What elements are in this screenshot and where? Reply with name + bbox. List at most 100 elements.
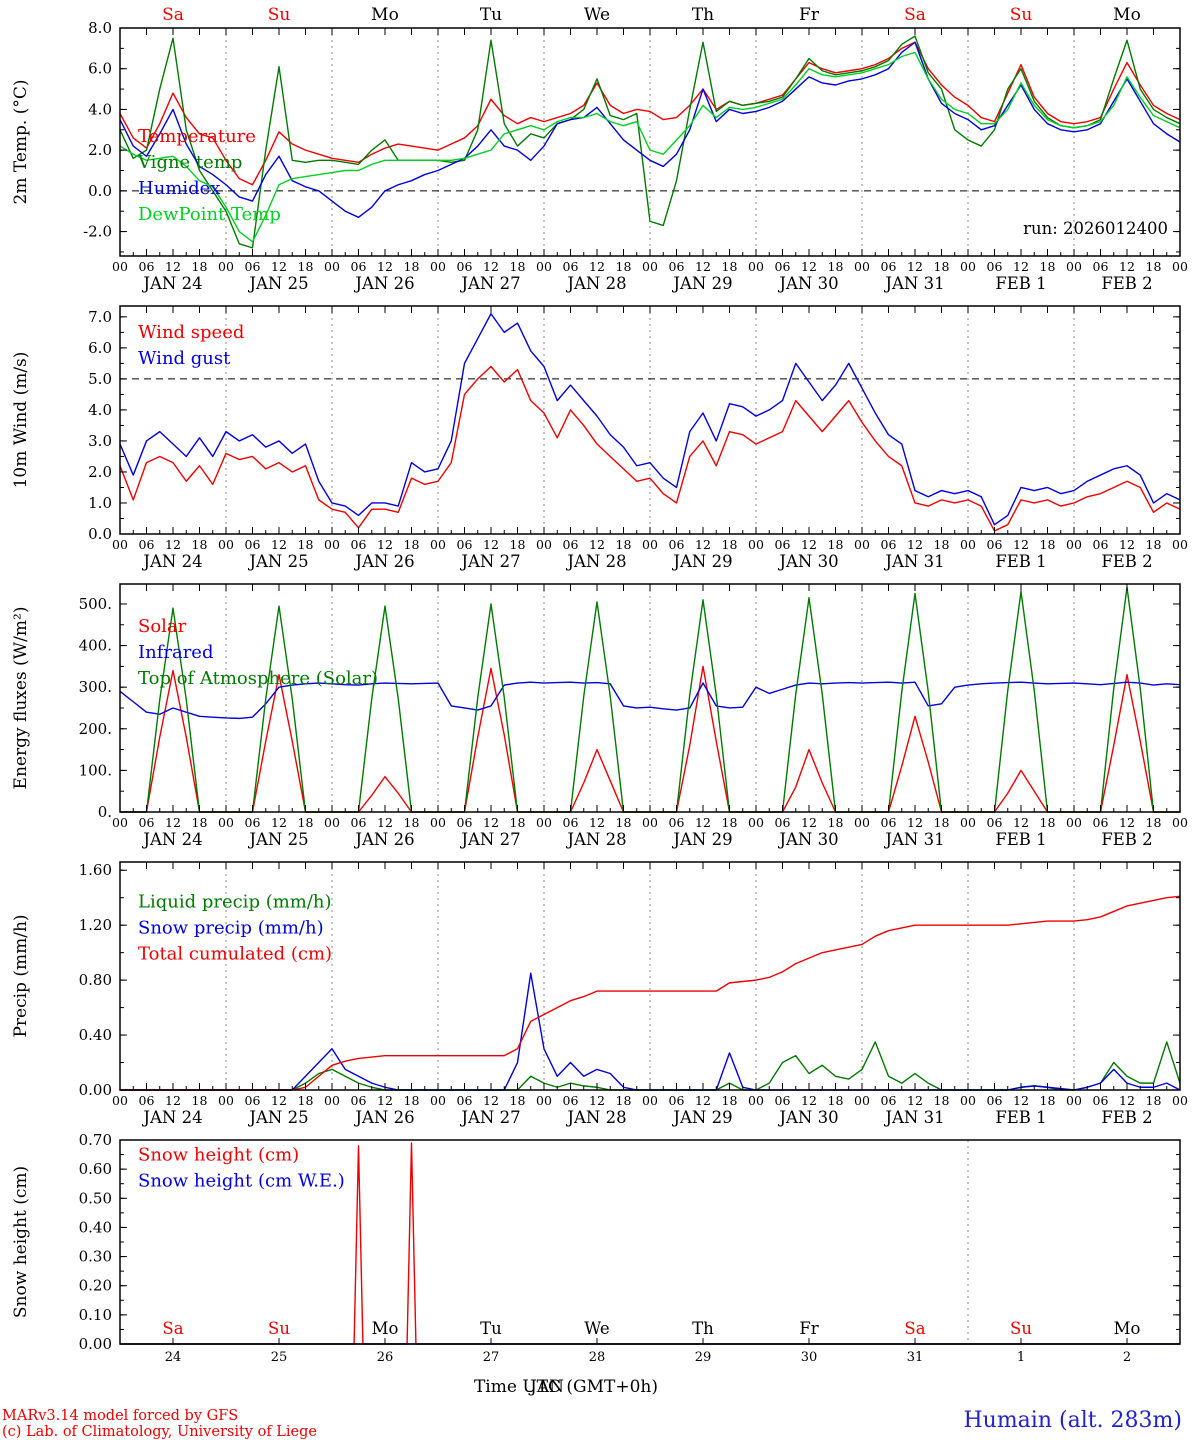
y-tick-label: 8.0 [88,19,112,37]
hour-tick-label: 00 [748,537,764,552]
date-label: JAN 25 [247,274,308,293]
hour-tick-label: 00 [960,1093,976,1108]
legend-entry: Infrared [138,642,213,663]
date-label: JAN 26 [353,274,414,293]
day-of-week-label: Mo [1113,5,1141,25]
date-label: JAN 26 [353,1108,414,1127]
hour-tick-label: 12 [695,259,711,274]
hour-tick-label: 00 [112,259,128,274]
hour-tick-label: 06 [669,259,685,274]
hour-tick-label: 12 [589,815,605,830]
day-of-week-label: Th [692,1319,714,1338]
series-humidex [119,41,1181,219]
day-of-week-label: Tu [480,1319,502,1338]
hour-tick-label: 12 [165,259,181,274]
hour-tick-label: 06 [881,1093,897,1108]
hour-tick-label: 06 [669,1093,685,1108]
hour-tick-label: 18 [1146,259,1162,274]
hour-tick-label: 18 [192,537,208,552]
hour-tick-label: 00 [1066,815,1082,830]
model-credit-line1: MARv3.14 model forced by GFS [2,1408,239,1424]
hour-tick-label: 06 [775,1093,791,1108]
hour-tick-label: 00 [854,1093,870,1108]
date-label: JAN 26 [353,552,414,571]
date-label: JAN 29 [671,830,732,849]
y-tick-label: 0. [98,803,112,821]
hour-tick-label: 06 [245,537,261,552]
hour-tick-label: 00 [430,815,446,830]
day-number-label: 30 [801,1350,818,1365]
legend-entry: Snow height (cm W.E.) [138,1170,345,1191]
hour-tick-label: 18 [404,259,420,274]
hour-tick-label: 18 [298,537,314,552]
day-number-label: 29 [695,1350,712,1365]
day-of-week-label: Fr [799,1319,818,1338]
hour-tick-label: 06 [987,259,1003,274]
hour-tick-label: 12 [1119,259,1135,274]
date-label: JAN 27 [459,830,520,849]
hour-tick-label: 12 [1119,1093,1135,1108]
day-number-label: 24 [165,1350,182,1365]
hour-tick-label: 06 [245,1093,261,1108]
hour-tick-label: 18 [404,815,420,830]
hour-tick-label: 12 [483,537,499,552]
hour-tick-label: 06 [775,537,791,552]
hour-tick-label: 18 [828,815,844,830]
hour-tick-label: 06 [987,1093,1003,1108]
hour-tick-label: 18 [298,815,314,830]
hour-tick-label: 12 [165,1093,181,1108]
hour-tick-label: 12 [271,815,287,830]
hour-tick-label: 18 [934,259,950,274]
hour-tick-label: 18 [616,537,632,552]
hour-tick-label: 18 [828,259,844,274]
y-tick-label: 0.0 [88,525,112,543]
date-label: JAN 30 [777,274,838,293]
hour-tick-label: 06 [563,1093,579,1108]
y-tick-label: 200. [79,720,112,738]
y-tick-label: 0.10 [79,1306,112,1324]
y-tick-label: 0.40 [79,1218,112,1236]
hour-tick-label: 18 [1040,259,1056,274]
hour-tick-label: 00 [1066,259,1082,274]
hour-tick-label: 18 [298,259,314,274]
day-number-label: 27 [483,1350,500,1365]
hour-tick-label: 00 [430,259,446,274]
date-label: JAN 24 [141,1108,202,1127]
hour-tick-label: 18 [934,537,950,552]
date-label: JAN 29 [671,1108,732,1127]
hour-tick-label: 00 [324,1093,340,1108]
hour-tick-label: 00 [1172,259,1188,274]
hour-tick-label: 00 [1066,537,1082,552]
x-axis-title: Time UTC (GMT+0h) [474,1377,658,1397]
hour-tick-label: 00 [748,1093,764,1108]
date-label: JAN 30 [777,1108,838,1127]
energy-flux-panel-chart: 00 06 12 18 00 06 12 18 00 06 12 18 00 06 12 18 00 06 12 18… [11,583,1188,849]
y-tick-label: 0.0 [88,182,112,200]
snow-height-panel-chart: 24 Sa 25 Su 26 Mo 27 Tu 28 We 29 Th 30 Fr 31 Sa 1 Su 2 Mo Ti… [11,1131,1181,1397]
hour-tick-label: 12 [589,1093,605,1108]
hour-tick-label: 18 [192,259,208,274]
day-number-label: 26 [377,1350,394,1365]
hour-tick-label: 00 [430,537,446,552]
y-tick-label: 0.00 [79,1335,112,1353]
y-axis-label: 2m Temp. (°C) [11,79,31,204]
day-number-label: 1 [1017,1350,1025,1365]
hour-tick-label: 00 [536,1093,552,1108]
hour-tick-label: 06 [1093,1093,1109,1108]
hour-tick-label: 06 [881,259,897,274]
hour-tick-label: 18 [1146,815,1162,830]
hour-tick-label: 12 [1119,537,1135,552]
hour-tick-label: 06 [139,815,155,830]
hour-tick-label: 00 [748,259,764,274]
date-label: JAN 28 [565,830,626,849]
hour-tick-label: 06 [351,259,367,274]
date-label: FEB 2 [1101,830,1152,849]
date-label: FEB 2 [1101,1108,1152,1127]
hour-tick-label: 06 [881,537,897,552]
hour-tick-label: 12 [377,1093,393,1108]
y-tick-label: 2.0 [88,463,112,481]
date-label: JAN 25 [247,830,308,849]
legend-entry: Total cumulated (cm) [138,944,332,965]
hour-tick-label: 06 [457,1093,473,1108]
